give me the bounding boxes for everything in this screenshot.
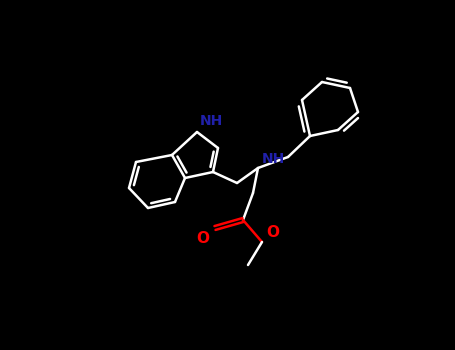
Text: NH: NH (200, 114, 223, 128)
Text: O: O (266, 225, 279, 240)
Text: O: O (196, 231, 209, 246)
Text: NH: NH (262, 152, 285, 166)
